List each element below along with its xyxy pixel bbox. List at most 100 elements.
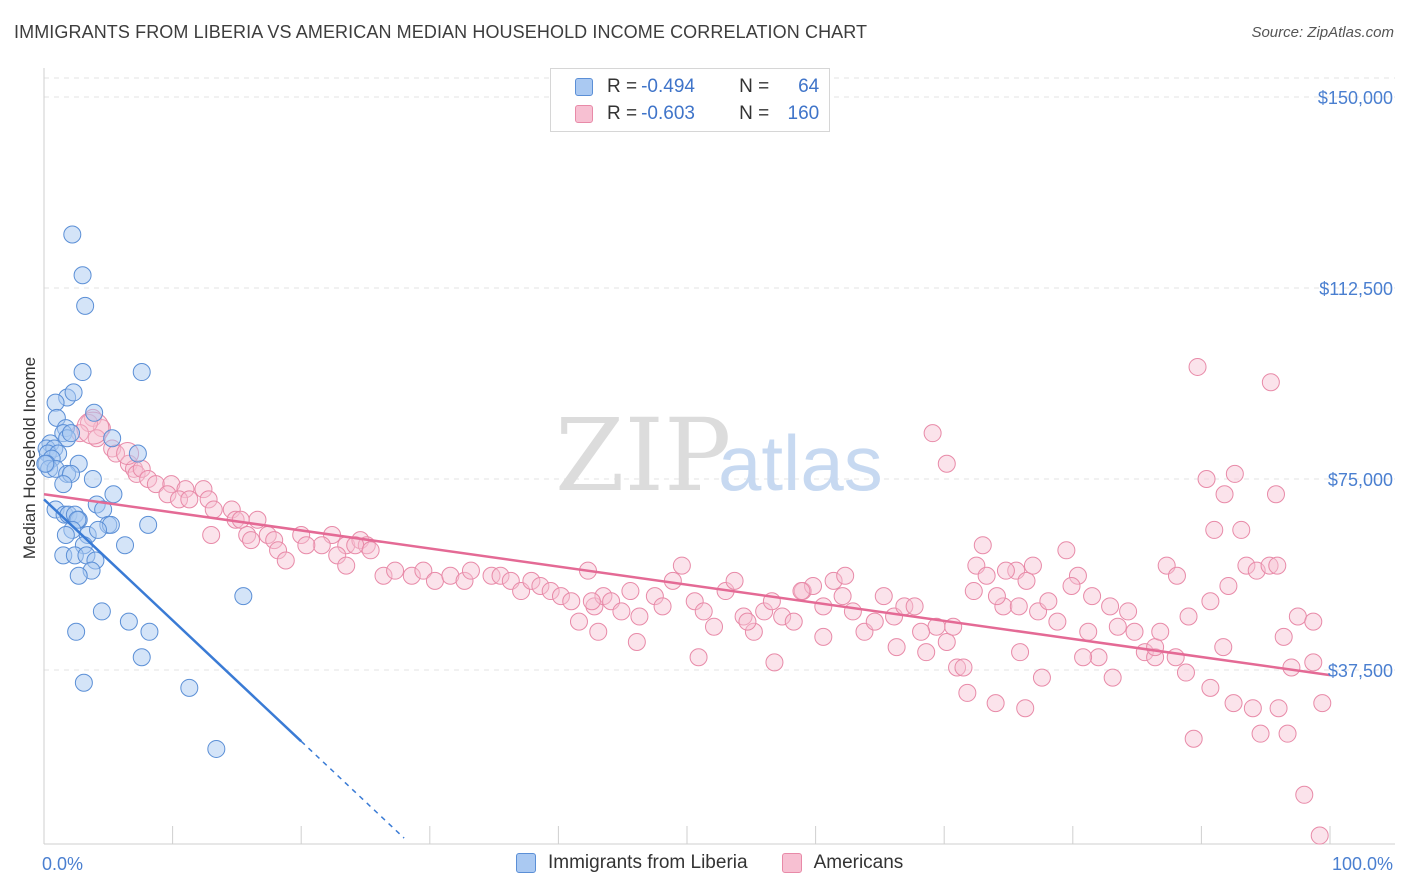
data-point-americans xyxy=(1179,607,1198,626)
data-point-liberia xyxy=(132,648,151,667)
data-point-americans xyxy=(441,566,460,585)
data-point-liberia xyxy=(67,622,86,641)
data-point-americans xyxy=(1068,566,1087,585)
data-point-americans xyxy=(937,632,956,651)
data-point-americans xyxy=(585,597,604,616)
data-point-americans xyxy=(386,561,405,580)
y-tick-label: $112,500 xyxy=(1319,279,1393,299)
data-point-americans xyxy=(1039,592,1058,611)
data-point-liberia xyxy=(56,526,75,545)
data-point-americans xyxy=(202,526,221,545)
data-point-americans xyxy=(127,464,146,483)
data-point-americans xyxy=(1119,602,1138,621)
data-point-americans xyxy=(569,612,588,631)
data-point-americans xyxy=(194,480,213,499)
data-point-americans xyxy=(1074,648,1093,667)
legend-row-liberia: R = -0.494 N = 64 xyxy=(575,74,819,100)
data-point-americans xyxy=(948,658,967,677)
data-point-americans xyxy=(361,541,380,560)
data-point-americans xyxy=(994,597,1013,616)
data-point-americans xyxy=(312,536,331,555)
y-axis-label: Median Household Income xyxy=(20,357,39,559)
data-point-americans xyxy=(231,510,250,529)
data-point-americans xyxy=(297,536,316,555)
data-point-americans xyxy=(612,602,631,621)
watermark-atlas: atlas xyxy=(718,419,883,507)
data-point-americans xyxy=(1146,648,1165,667)
data-point-americans xyxy=(814,627,833,646)
data-point-americans xyxy=(1304,653,1323,672)
data-point-americans xyxy=(1176,663,1195,682)
data-point-americans xyxy=(1079,622,1098,641)
data-point-americans xyxy=(522,571,541,590)
data-point-americans xyxy=(531,576,550,595)
data-point-liberia xyxy=(92,602,111,621)
watermark: ZIP atlas xyxy=(555,397,883,514)
data-point-americans xyxy=(905,597,924,616)
trend-lines xyxy=(43,493,1331,839)
legend-r-label: R = xyxy=(607,103,638,124)
legend-n-label: N = xyxy=(739,103,770,124)
bottom-legend: Immigrants from Liberia Americans xyxy=(516,852,937,874)
legend-n-label: N = xyxy=(739,76,770,97)
data-point-americans xyxy=(705,617,724,636)
data-point-americans xyxy=(685,592,704,611)
data-point-americans xyxy=(276,551,295,570)
data-point-americans xyxy=(964,582,983,601)
data-point-americans xyxy=(1101,597,1120,616)
chart-title: IMMIGRANTS FROM LIBERIA VS AMERICAN MEDI… xyxy=(14,22,868,42)
data-point-americans xyxy=(582,592,601,611)
data-point-americans xyxy=(792,582,811,601)
data-point-liberia xyxy=(73,266,92,285)
data-point-americans xyxy=(242,531,261,550)
data-point-americans xyxy=(425,571,444,590)
data-point-americans xyxy=(199,490,218,509)
data-point-liberia xyxy=(140,622,159,641)
bottom-legend-label-liberia: Immigrants from Liberia xyxy=(548,852,748,873)
data-point-americans xyxy=(562,592,581,611)
data-point-americans xyxy=(1083,587,1102,606)
series-liberia xyxy=(36,225,253,758)
data-point-americans xyxy=(269,541,288,560)
data-point-americans xyxy=(773,607,792,626)
data-point-liberia xyxy=(119,612,138,631)
data-point-liberia xyxy=(139,515,158,534)
data-point-americans xyxy=(1057,541,1076,560)
data-point-americans xyxy=(996,561,1015,580)
data-point-americans xyxy=(1009,597,1028,616)
data-point-americans xyxy=(1048,612,1067,631)
data-point-americans xyxy=(954,658,973,677)
data-point-americans xyxy=(977,566,996,585)
trend-line-liberia-extension xyxy=(300,740,405,839)
data-point-americans xyxy=(621,582,640,601)
data-point-liberia xyxy=(62,424,81,443)
data-point-americans xyxy=(912,622,931,641)
data-point-liberia xyxy=(74,673,93,692)
data-point-americans xyxy=(337,556,356,575)
data-point-americans xyxy=(1215,485,1234,504)
data-point-americans xyxy=(461,561,480,580)
data-point-americans xyxy=(672,556,691,575)
data-point-americans xyxy=(1016,699,1035,718)
data-point-americans xyxy=(986,694,1005,713)
data-point-americans xyxy=(755,602,774,621)
data-point-americans xyxy=(1062,576,1081,595)
data-point-americans xyxy=(694,602,713,621)
x-tick-label: 100.0% xyxy=(1332,854,1393,874)
legend: R = -0.494 N = 64 R = -0.603 N = 160 xyxy=(550,68,830,132)
x-tick-label: 0.0% xyxy=(42,854,83,874)
data-point-americans xyxy=(1237,556,1256,575)
data-point-americans xyxy=(1295,785,1314,804)
legend-r-value: -0.603 xyxy=(641,103,695,124)
bottom-legend-item-americans: Americans xyxy=(781,852,903,874)
data-point-americans xyxy=(1268,556,1287,575)
data-point-americans xyxy=(973,536,992,555)
data-point-liberia xyxy=(89,520,108,539)
data-point-americans xyxy=(1278,724,1297,743)
data-point-americans xyxy=(887,638,906,657)
data-point-americans xyxy=(1032,668,1051,687)
data-point-americans xyxy=(1125,622,1144,641)
data-point-americans xyxy=(1188,357,1207,376)
data-point-liberia xyxy=(64,383,83,402)
data-point-americans xyxy=(455,571,474,590)
